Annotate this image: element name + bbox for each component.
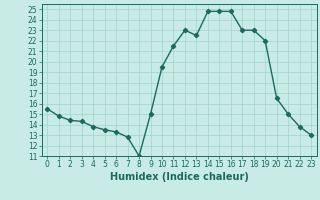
X-axis label: Humidex (Indice chaleur): Humidex (Indice chaleur) <box>110 172 249 182</box>
